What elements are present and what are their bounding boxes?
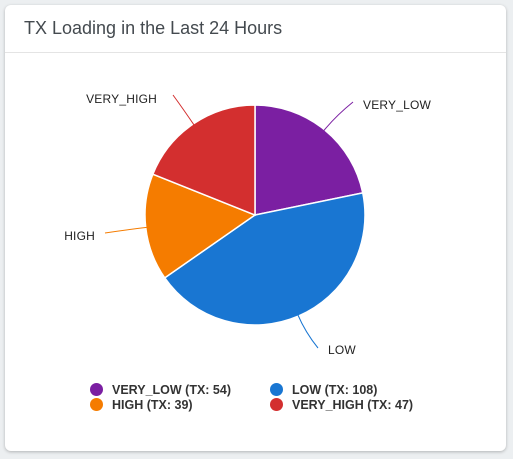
leader-line-low: [297, 314, 319, 349]
leader-line-very-high: [172, 94, 195, 126]
slice-label-very-high: VERY_HIGH: [86, 92, 157, 106]
legend-swatch-high: [90, 398, 103, 411]
slice-label-high: HIGH: [64, 229, 95, 243]
card-header: TX Loading in the Last 24 Hours: [5, 5, 506, 53]
legend-label-very-high: VERY_HIGH (TX: 47): [292, 397, 414, 412]
legend-item-very-low[interactable]: VERY_LOW (TX: 54): [90, 382, 270, 397]
legend-label-low: LOW (TX: 108): [292, 382, 378, 397]
chart-card: TX Loading in the Last 24 Hours VERY_LOW…: [5, 5, 506, 451]
slice-label-very-low: VERY_LOW: [363, 98, 432, 112]
legend-item-very-high[interactable]: VERY_HIGH (TX: 47): [270, 397, 450, 412]
legend-swatch-low: [270, 383, 283, 396]
leader-line-very-low: [322, 101, 354, 132]
legend-item-high[interactable]: HIGH (TX: 39): [90, 397, 270, 412]
chart-title: TX Loading in the Last 24 Hours: [24, 18, 283, 38]
legend-swatch-very-low: [90, 383, 103, 396]
legend-item-low[interactable]: LOW (TX: 108): [270, 382, 450, 397]
legend-label-very-low: VERY_LOW (TX: 54): [112, 382, 231, 397]
legend-label-high: HIGH (TX: 39): [112, 397, 193, 412]
pie-chart: VERY_LOW LOW HIGH VERY_HIGH: [64, 92, 432, 357]
leader-line-high: [104, 226, 148, 234]
chart-legend: VERY_LOW (TX: 54) LOW (TX: 108) HIGH (TX…: [90, 382, 450, 412]
slice-label-low: LOW: [328, 343, 356, 357]
legend-swatch-very-high: [270, 398, 283, 411]
